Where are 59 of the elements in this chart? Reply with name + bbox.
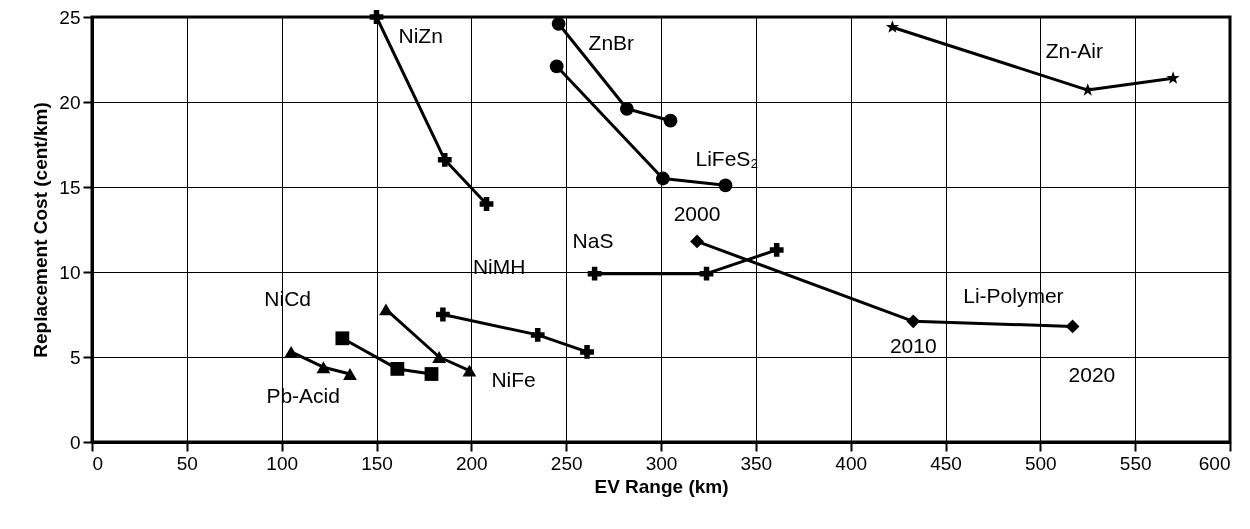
x-tick-label: 250 [550, 452, 583, 474]
point [335, 331, 350, 346]
y-tick-label: 25 [59, 6, 81, 28]
annotation: 2010 [889, 334, 937, 358]
x-tick-label: 100 [266, 452, 299, 474]
x-axis-title: EV Range (km) [594, 475, 729, 497]
x-tick-label: 200 [455, 452, 488, 474]
x-tick-label: 150 [361, 452, 393, 474]
point [551, 16, 566, 31]
point [1081, 83, 1095, 96]
point [619, 101, 634, 116]
point [718, 178, 733, 193]
x-tick-label: 600 [1198, 452, 1231, 474]
point [1065, 319, 1080, 334]
point [424, 367, 439, 381]
point [690, 234, 704, 249]
y-axis-title: Replacement Cost (cent/km) [30, 102, 52, 358]
point [656, 171, 670, 186]
point [316, 361, 331, 374]
point [885, 20, 899, 33]
annotation: 2020 [1068, 363, 1116, 387]
point [1166, 71, 1180, 84]
x-tick-label: 50 [176, 452, 198, 474]
x-tick-label: 450 [930, 452, 962, 474]
series-label: Zn-Air [1045, 39, 1103, 63]
point [530, 328, 545, 342]
x-tick-label: 350 [740, 452, 773, 474]
series-label: NiFe [491, 367, 536, 391]
point [379, 303, 393, 316]
series-label: NaS [572, 228, 614, 252]
x-tick-label: 300 [645, 452, 678, 474]
point [462, 364, 477, 377]
point [437, 152, 452, 167]
point [587, 266, 602, 281]
point [479, 197, 494, 211]
point [769, 243, 784, 257]
point [435, 307, 450, 322]
y-tick-label: 20 [59, 91, 81, 113]
point [390, 362, 405, 376]
point [343, 368, 357, 380]
point [663, 113, 678, 128]
point [580, 345, 594, 359]
y-tick-label: 15 [59, 176, 81, 198]
point [369, 10, 384, 24]
point [906, 314, 921, 329]
x-tick-label: 400 [835, 452, 868, 474]
point [284, 345, 299, 358]
x-tick-label: 550 [1119, 452, 1152, 474]
annotation: 2000 [673, 202, 721, 226]
point [549, 59, 564, 74]
x-tick-label: 500 [1024, 452, 1057, 474]
point [432, 351, 446, 363]
series-label: ZnBr [588, 30, 635, 54]
y-tick-label: 0 [69, 431, 81, 453]
point [699, 266, 714, 281]
y-tick-label: 10 [59, 261, 81, 283]
x-tick-label: 0 [92, 452, 104, 474]
series-label: NiZn [398, 24, 443, 47]
y-tick-label: 5 [69, 346, 81, 368]
